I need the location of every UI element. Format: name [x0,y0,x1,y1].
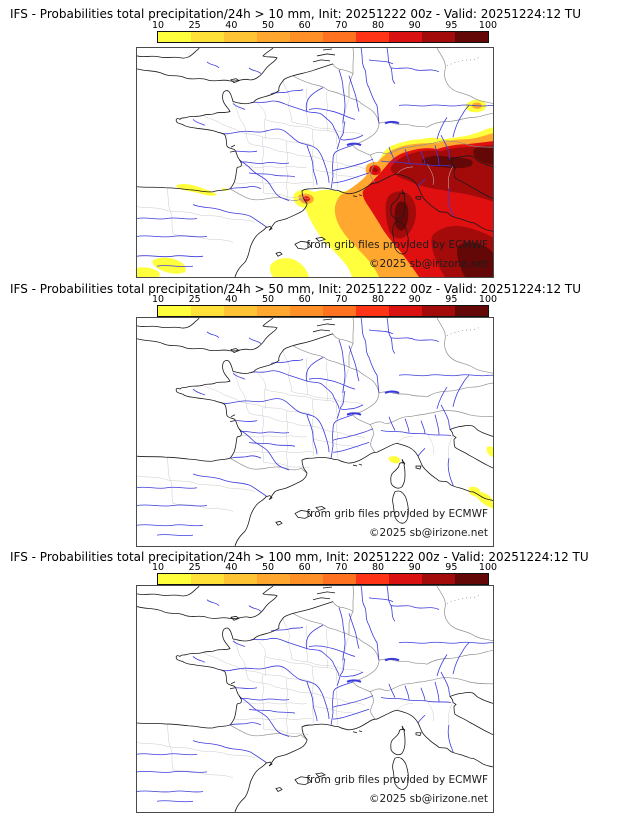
colorbar-tick-label: 90 [408,20,421,31]
colorbar-tick-label: 70 [335,294,348,305]
watermark-copyright: ©2025 sb@irizone.net [369,527,488,539]
colorbar-segment [158,32,191,42]
colorbar-tick-label: 50 [261,20,275,31]
colorbar-segment [422,574,455,584]
colorbar-tick-label: 50 [261,562,275,573]
colorbar-segment [389,574,422,584]
colorbar-tick-label: 60 [298,294,311,305]
colorbar-segment [224,32,257,42]
watermark-credit: from grib files provided by ECMWF [306,239,488,251]
colorbar-segment [191,306,224,316]
colorbar-tick-label: 40 [225,20,238,31]
colorbar-tick-label: 25 [188,562,201,573]
colorbar-segment [389,32,422,42]
colorbar-segment [323,32,356,42]
panel1-map [137,48,493,277]
colorbar-bar [157,31,489,43]
colorbar-tick-label: 40 [225,562,238,573]
colorbar-tick-label: 90 [408,562,421,573]
colorbar-bar [157,573,489,585]
panel2-precip-shading [388,446,493,509]
colorbar-tick-label: 40 [225,294,238,305]
colorbar-tick-label: 50 [261,294,275,305]
colorbar-segment [191,32,224,42]
panel2-title: IFS - Probabilities total precipitation/… [10,282,582,296]
colorbar-segment [290,574,323,584]
colorbar-tick-label: 95 [445,562,458,573]
colorbar-segment [323,306,356,316]
colorbar-tick-label: 100 [478,562,498,573]
colorbar-segment [158,574,191,584]
colorbar-segment [290,306,323,316]
colorbar-tick-label: 10 [151,562,165,573]
colorbar-segment [257,574,290,584]
colorbar-tick-row: 10 25 40 50 60 70 80 90 95 100 [152,20,497,31]
colorbar-tick-label: 25 [188,20,201,31]
colorbar-segment [356,32,389,42]
colorbar-tick-label: 100 [478,294,498,305]
colorbar-tick-label: 10 [151,294,165,305]
panel1-title: IFS - Probabilities total precipitation/… [10,7,582,21]
colorbar-tick-label: 60 [298,562,311,573]
colorbar-tick-label: 80 [371,294,385,305]
colorbar-bar [157,305,489,317]
colorbar-segment [290,32,323,42]
colorbar-segment [356,574,389,584]
panel2-map [137,318,493,546]
panel1-map-frame: from grib files provided by ECMWF ©2025 … [136,47,494,278]
colorbar-tick-row: 10 25 40 50 60 70 80 90 95 100 [152,294,497,305]
colorbar-segment [389,306,422,316]
colorbar-segment [224,574,257,584]
colorbar-segment [422,306,455,316]
colorbar-segment [455,306,488,316]
colorbar-tick-label: 90 [408,294,421,305]
colorbar-segment [455,32,488,42]
colorbar-tick-label: 60 [298,20,311,31]
watermark-credit: from grib files provided by ECMWF [306,774,488,786]
panel1-colorbar: 10 25 40 50 60 70 80 90 95 100 [152,20,497,43]
colorbar-segment [455,574,488,584]
colorbar-tick-label: 70 [335,562,348,573]
panel3-map-frame: from grib files provided by ECMWF ©2025 … [136,585,494,813]
colorbar-tick-label: 95 [445,294,458,305]
panel2-colorbar: 10 25 40 50 60 70 80 90 95 100 [152,294,497,317]
watermark-copyright: ©2025 sb@irizone.net [369,793,488,805]
colorbar-tick-label: 10 [151,20,165,31]
colorbar-tick-label: 25 [188,294,201,305]
colorbar-tick-label: 70 [335,20,348,31]
watermark-copyright: ©2025 sb@irizone.net [369,258,488,270]
colorbar-segment [257,32,290,42]
colorbar-segment [356,306,389,316]
panel3-title: IFS - Probabilities total precipitation/… [10,550,589,564]
colorbar-segment [191,574,224,584]
panel2-map-frame: from grib files provided by ECMWF ©2025 … [136,317,494,547]
colorbar-tick-label: 80 [371,20,385,31]
panel1-precip-shading [137,99,493,277]
colorbar-tick-row: 10 25 40 50 60 70 80 90 95 100 [152,562,497,573]
colorbar-tick-label: 80 [371,562,385,573]
panel3-colorbar: 10 25 40 50 60 70 80 90 95 100 [152,562,497,585]
colorbar-segment [257,306,290,316]
watermark-credit: from grib files provided by ECMWF [306,508,488,520]
colorbar-segment [323,574,356,584]
colorbar-segment [422,32,455,42]
colorbar-tick-label: 95 [445,20,458,31]
colorbar-segment [224,306,257,316]
colorbar-tick-label: 100 [478,20,498,31]
colorbar-segment [158,306,191,316]
